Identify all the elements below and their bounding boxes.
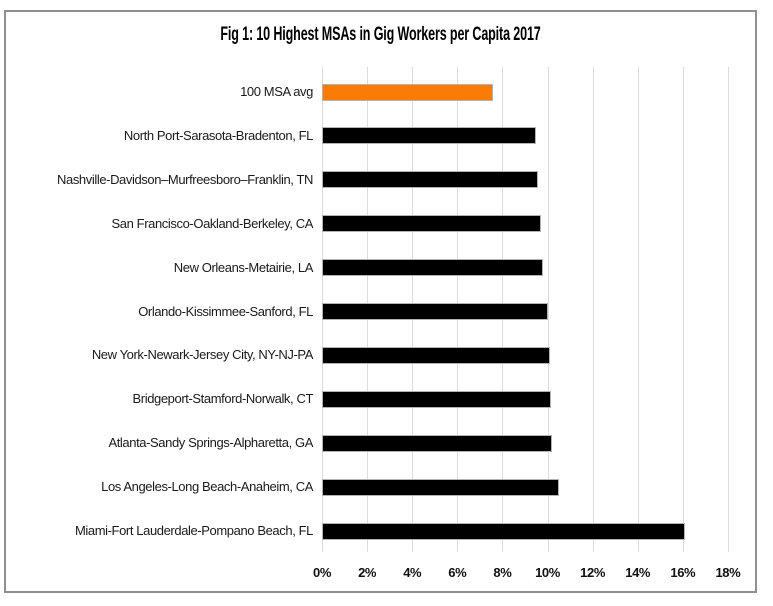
category-bar — [322, 215, 541, 233]
category-bar — [322, 127, 537, 145]
x-axis-label: 2% — [358, 565, 377, 580]
category-bar — [322, 390, 551, 408]
category-label: New York-Newark-Jersey City, NY-NJ-PA — [91, 347, 314, 363]
category-label: Los Angeles-Long Beach-Anaheim, CA — [101, 479, 313, 495]
x-axis-label: 6% — [448, 565, 467, 580]
category-bar — [322, 434, 552, 452]
x-axis-label: 0% — [313, 565, 331, 580]
plot-area: 0% 2% 4% 6% 8% 10% 12% 14% 16% 18% 100 MSA avg Nort… — [6, 12, 755, 591]
v-gridline — [682, 67, 684, 552]
x-axis-label: 4% — [403, 565, 422, 580]
v-gridline — [637, 67, 639, 552]
chart-frame: Fig 1: 10 Highest MSAs in Gig Workers pe… — [4, 10, 757, 593]
category-label: Miami-Fort Lauderdale-Pompano Beach, FL — [74, 523, 313, 538]
category-bar — [322, 522, 686, 540]
category-label: Bridgeport-Stamford-Norwalk, CT — [132, 391, 314, 407]
category-bar — [322, 259, 543, 277]
category-label: Nashville-Davidson–Murfreesboro–Franklin… — [57, 171, 313, 187]
x-axis-label: 12% — [580, 565, 605, 580]
category-label: Atlanta-Sandy Springs-Alpharetta, GA — [108, 435, 313, 451]
category-label: New Orleans-Metairie, LA — [173, 259, 314, 275]
category-label: Orlando-Kissimmee-Sanford, FL — [138, 303, 313, 319]
category-bar — [322, 346, 550, 364]
chart-title: Fig 1: 10 Highest MSAs in Gig Workers pe… — [220, 24, 541, 45]
x-axis-label: 10% — [535, 565, 560, 580]
v-gridline — [592, 67, 594, 552]
category-label: North Port-Sarasota-Bradenton, FL — [123, 127, 314, 143]
x-axis-label: 14% — [625, 565, 651, 580]
x-axis-label: 18% — [715, 565, 741, 580]
highlight-bar — [322, 83, 494, 101]
x-axis-label: 8% — [493, 565, 512, 580]
category-bar — [322, 303, 548, 320]
category-label: San Francisco-Oakland-Berkeley, CA — [111, 215, 314, 231]
category-bar — [322, 478, 559, 496]
x-axis-label: 16% — [670, 565, 696, 580]
category-bar — [322, 171, 539, 189]
v-gridline — [727, 67, 729, 552]
v-gridline — [547, 67, 549, 552]
category-label: 100 MSA avg — [240, 84, 313, 99]
